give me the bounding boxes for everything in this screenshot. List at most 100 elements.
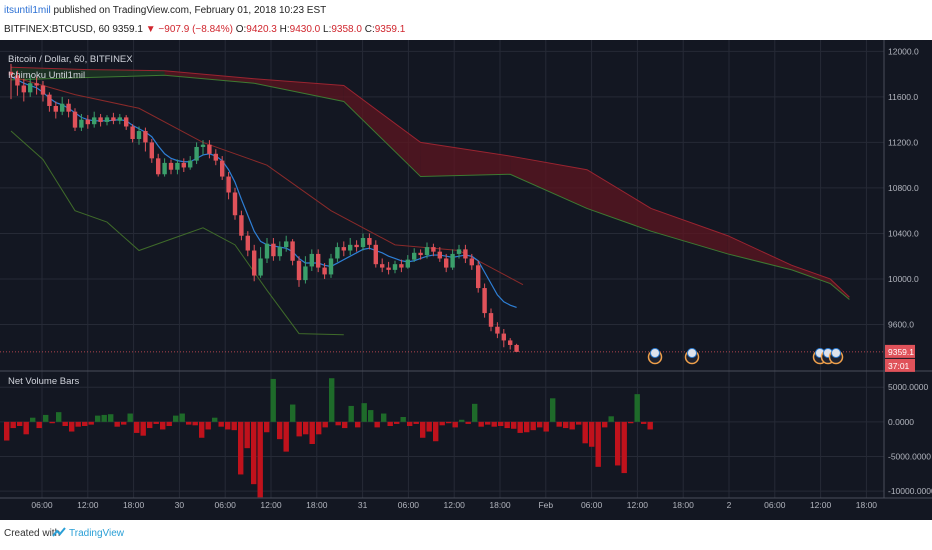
- candle-body: [220, 160, 225, 177]
- volume-bar: [238, 421, 244, 475]
- candle-body: [213, 153, 218, 161]
- tradingview-link[interactable]: TradingView: [69, 528, 125, 539]
- volume-bar: [459, 419, 465, 422]
- volume-bar: [244, 421, 250, 449]
- candle-body: [469, 258, 474, 266]
- volume-bar: [335, 421, 341, 426]
- candle-body: [175, 162, 180, 170]
- price-tick-label: 11200.0: [888, 137, 918, 147]
- candle-body: [258, 258, 263, 276]
- volume-title[interactable]: Net Volume Bars: [8, 376, 80, 387]
- volume-bar: [504, 421, 510, 429]
- volume-bar: [595, 421, 601, 467]
- volume-bar: [602, 421, 608, 428]
- cloud-segment: [727, 235, 792, 270]
- volume-bar: [88, 421, 94, 425]
- candle-body: [226, 176, 231, 193]
- candle-body: [418, 252, 423, 256]
- time-tick-label: 31: [358, 500, 368, 510]
- time-tick-label: 12:00: [810, 500, 832, 510]
- volume-bar: [478, 421, 484, 427]
- candle-body: [399, 264, 404, 268]
- low-label: L:: [323, 24, 332, 35]
- volume-bar: [192, 421, 198, 426]
- volume-bar: [576, 421, 582, 425]
- cloud-segment: [587, 169, 651, 232]
- volume-bar: [342, 421, 348, 429]
- time-tick-label: 18:00: [123, 500, 145, 510]
- chikou-span-line: [10, 130, 344, 336]
- candle-body: [8, 71, 14, 76]
- volume-bar: [634, 394, 640, 422]
- candle-body: [386, 267, 391, 270]
- time-tick-label: 30: [175, 500, 185, 510]
- candle-body: [284, 241, 289, 248]
- author-link[interactable]: itsuntil1mil: [4, 5, 51, 16]
- candle-body: [277, 247, 282, 257]
- cloud-segment: [651, 208, 728, 254]
- volume-bar: [413, 421, 419, 424]
- time-tick-label: 12:00: [444, 500, 466, 510]
- candle-body: [348, 244, 353, 251]
- open-value: 9420.3: [246, 24, 277, 35]
- publish-line: itsuntil1mil published on TradingView.co…: [4, 5, 326, 16]
- chart-area[interactable]: 12000.0 11600.0 11200.0 10800.0 10400.0 10000…: [0, 40, 932, 520]
- volume-bar: [303, 421, 309, 435]
- candle-body: [188, 160, 193, 168]
- candle-body: [111, 117, 116, 121]
- volume-bar: [316, 421, 322, 435]
- volume-bar: [75, 421, 81, 427]
- indicator-label[interactable]: Ichimoku Until1mil: [8, 70, 85, 81]
- volume-bar: [615, 421, 621, 466]
- volume-bar: [17, 421, 23, 426]
- candle-body: [92, 117, 97, 125]
- candle-body: [271, 243, 276, 257]
- volume-tick-label: -10000.0000: [888, 486, 932, 496]
- volume-bar: [556, 421, 562, 427]
- time-tick-label: 06:00: [31, 500, 53, 510]
- event-flag-icon[interactable]: [647, 348, 663, 365]
- time-tick-label: 2: [727, 500, 732, 510]
- time-tick-label: 18:00: [489, 500, 511, 510]
- candle-body: [514, 344, 519, 352]
- volume-bar: [101, 414, 107, 422]
- last-price: 9359.1: [112, 24, 143, 35]
- volume-bar: [433, 421, 439, 442]
- cloud-segment: [510, 156, 587, 209]
- candle-body: [34, 83, 39, 86]
- volume-bar: [199, 421, 205, 438]
- tradingview-logo-icon: [52, 527, 66, 537]
- time-tick-label: 12:00: [627, 500, 649, 510]
- volume-bar: [465, 421, 471, 424]
- volume-bar: [186, 421, 192, 425]
- volume-bar: [23, 421, 29, 435]
- volume-bar: [36, 421, 42, 429]
- volume-bar: [153, 421, 159, 424]
- candle-body: [194, 146, 199, 161]
- candle-body: [495, 326, 500, 334]
- event-markers[interactable]: [647, 348, 844, 365]
- volume-bar: [108, 414, 114, 422]
- candle-body: [309, 253, 314, 267]
- net-volume-bars: [4, 378, 653, 498]
- event-flag-badge: [687, 348, 697, 358]
- volume-bar: [381, 413, 387, 422]
- candle-body: [143, 131, 148, 143]
- price-tick-label: 10400.0: [888, 228, 919, 238]
- price-tick-label: 10800.0: [888, 183, 919, 193]
- candle-body: [290, 241, 295, 261]
- candle-body: [47, 94, 52, 106]
- kijun-sen-line: [10, 75, 524, 286]
- event-flag-icon[interactable]: [828, 348, 844, 365]
- close-value: 9359.1: [374, 24, 406, 35]
- volume-bar: [647, 421, 653, 430]
- open-label: O:: [235, 24, 247, 35]
- chart-canvas[interactable]: 12000.0 11600.0 11200.0 10800.0 10400.0 10000…: [0, 40, 932, 520]
- event-flag-icon[interactable]: [684, 348, 700, 365]
- candle-body: [15, 75, 20, 86]
- candle-body: [98, 117, 103, 122]
- volume-bar: [446, 421, 452, 424]
- candle-body: [200, 144, 206, 147]
- footer: Created with TradingView: [0, 520, 932, 550]
- volume-bar: [420, 421, 426, 438]
